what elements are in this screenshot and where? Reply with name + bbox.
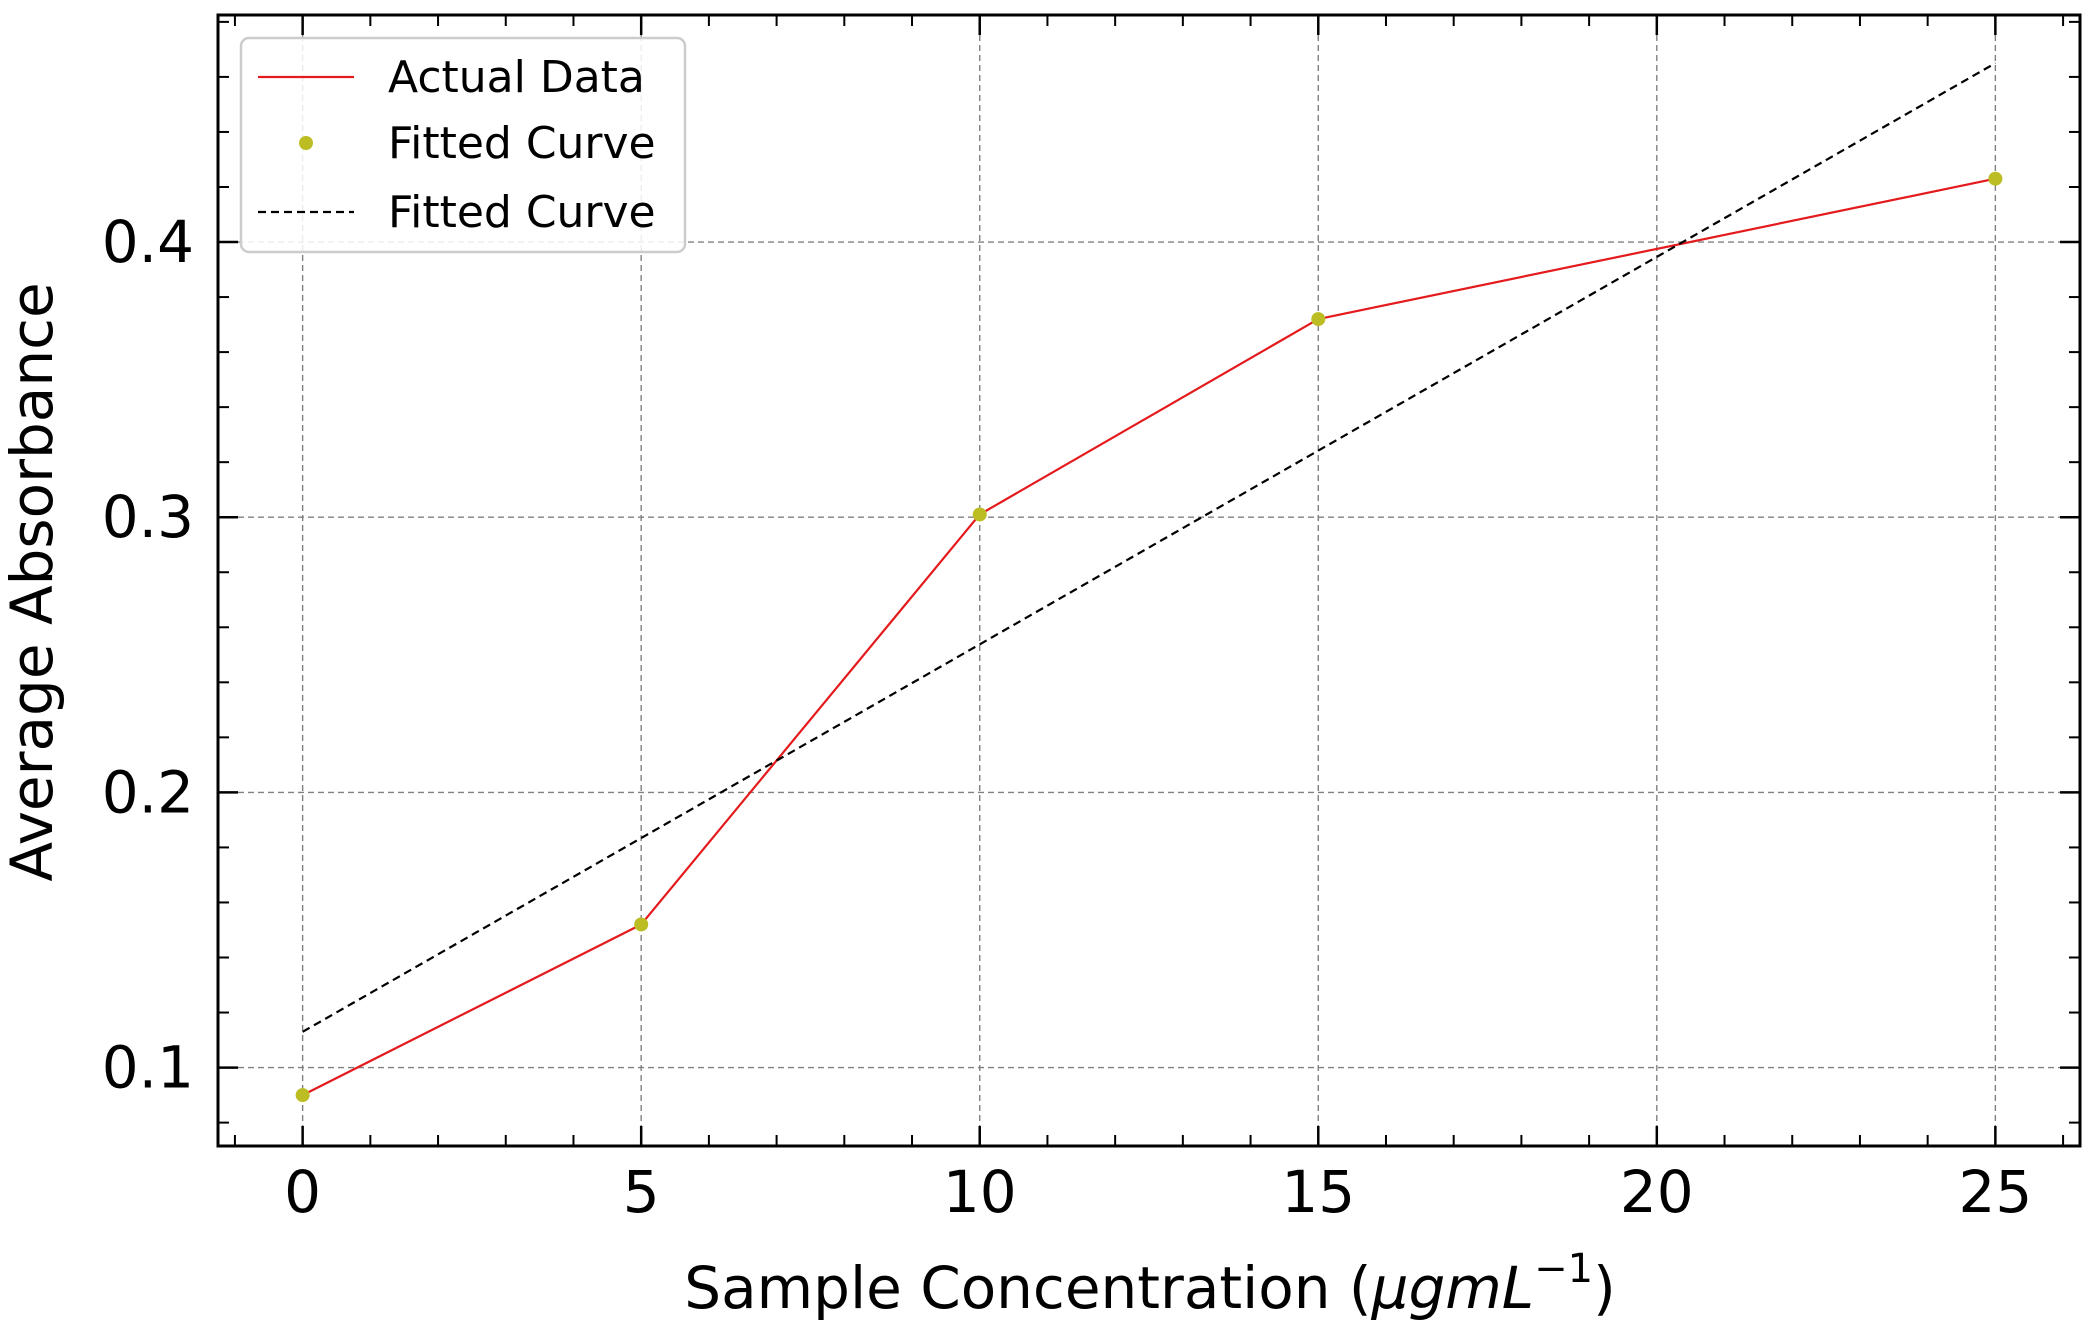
y-tick-label: 0.1 xyxy=(102,1034,194,1102)
fitted-curve-point xyxy=(295,1088,310,1103)
x-tick-label: 25 xyxy=(1958,1158,2032,1226)
fitted-curve-point xyxy=(634,917,649,932)
x-axis-label-close: ) xyxy=(1593,1254,1616,1322)
y-tick-label: 0.4 xyxy=(102,208,194,276)
axis-ticks xyxy=(218,15,2080,1146)
x-axis-label-exponent: −1 xyxy=(1534,1246,1593,1292)
legend-label-actual: Actual Data xyxy=(388,52,645,103)
x-axis-label-text: Sample Concentration ( xyxy=(684,1254,1371,1322)
tick-labels: 0 5 10 15 20 25 0.1 0.2 0.3 0.4 xyxy=(102,208,2033,1226)
legend-box xyxy=(239,36,687,254)
y-tick-label: 0.3 xyxy=(102,483,194,551)
y-tick-label: 0.2 xyxy=(102,758,194,826)
fitted-curve-line xyxy=(302,62,1996,1033)
plot-frame xyxy=(216,13,2082,1148)
x-axis-label: Sample Concentration (μgmL−1) xyxy=(684,1246,1615,1322)
x-tick-label: 15 xyxy=(1281,1158,1355,1226)
plot-series xyxy=(295,62,2003,1103)
legend-swatch-points xyxy=(299,136,313,150)
fitted-curve-point xyxy=(1988,171,2003,186)
legend-label-points: Fitted Curve xyxy=(388,118,656,169)
y-axis-label: Average Absorbance xyxy=(0,282,66,881)
x-tick-label: 5 xyxy=(623,1158,660,1226)
x-axis-label-unit: μgmL xyxy=(1371,1254,1535,1322)
x-tick-label: 20 xyxy=(1620,1158,1694,1226)
legend: Actual Data Fitted Curve Fitted Curve xyxy=(239,36,687,254)
x-tick-label: 0 xyxy=(284,1158,321,1226)
fitted-curve-point xyxy=(1311,312,1326,327)
x-tick-label: 10 xyxy=(943,1158,1017,1226)
legend-label-fit: Fitted Curve xyxy=(388,187,656,238)
fitted-curve-point xyxy=(972,507,987,522)
plot-border xyxy=(216,13,2082,1148)
